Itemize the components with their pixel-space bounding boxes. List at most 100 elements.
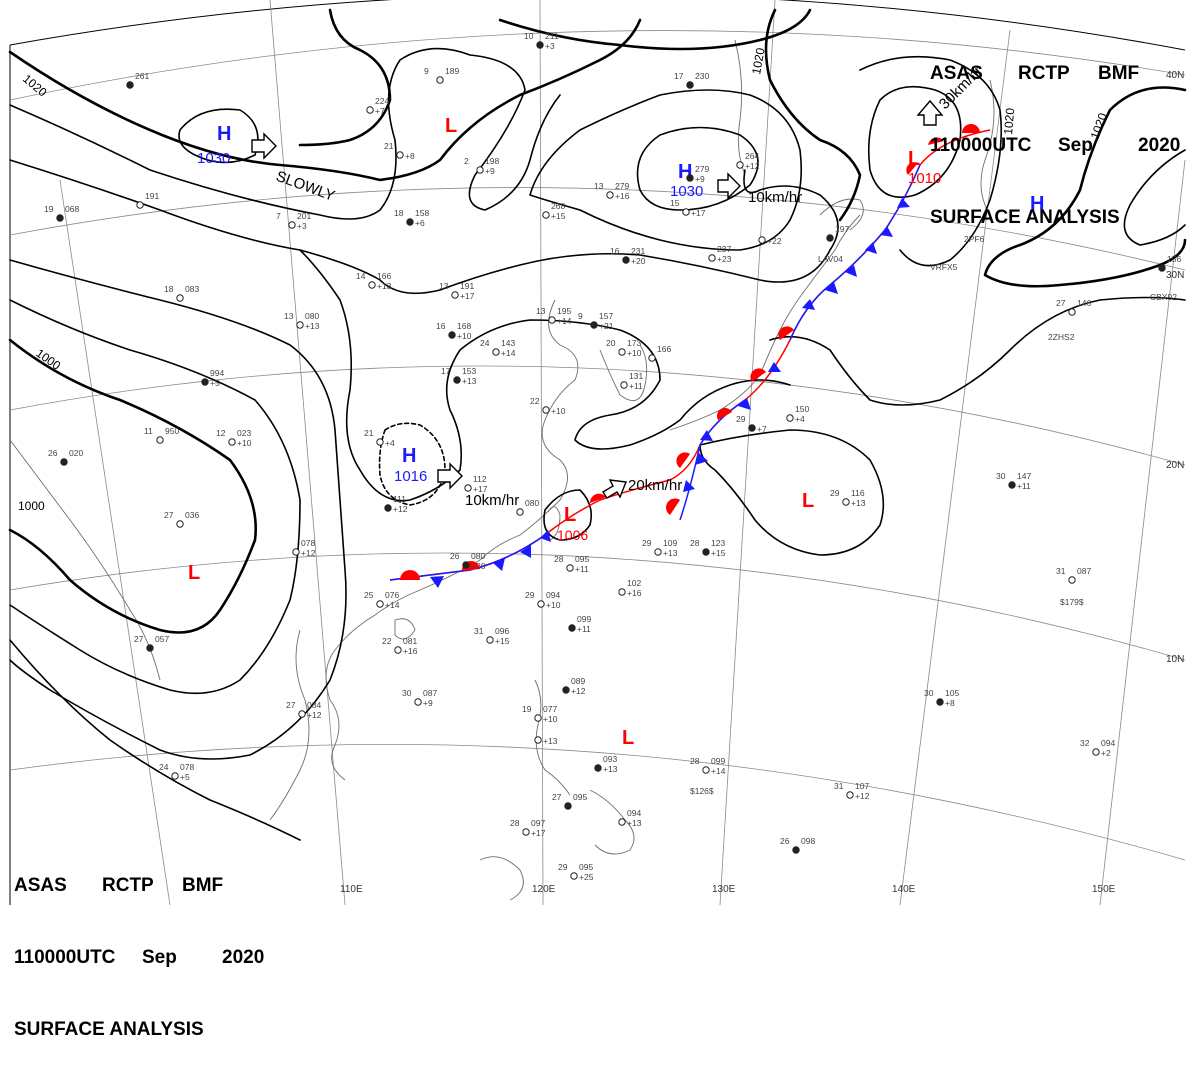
header-station: RCTP xyxy=(102,875,154,896)
station-circle-icon xyxy=(1158,264,1166,272)
isobar xyxy=(867,85,962,199)
station-temperature: 27 xyxy=(286,700,296,710)
station-plot: 099+11 xyxy=(568,614,591,634)
parallel-20n xyxy=(9,365,1186,466)
station-tendency: +9 xyxy=(423,698,433,708)
high-center-value: 1016 xyxy=(394,468,427,485)
station-temperature: 12 xyxy=(216,428,226,438)
isobar-value: 1020 xyxy=(749,46,767,75)
station-plot: 166 xyxy=(648,344,671,362)
station-plot: 268+15 xyxy=(542,201,566,221)
station-temperature: 2 xyxy=(464,156,469,166)
station-pressure: 268 xyxy=(551,201,565,211)
isobar xyxy=(9,159,839,295)
header-source: ASAS xyxy=(14,875,67,896)
station-tendency: +10 xyxy=(546,600,561,610)
station-plot: 191 xyxy=(136,191,159,209)
station-plot: 29 109+13 xyxy=(642,538,678,558)
station-plot: 27 036 xyxy=(164,510,199,528)
station-pressure: 087 xyxy=(423,688,437,698)
station-circle-icon xyxy=(296,321,304,329)
station-tendency: +22 xyxy=(767,236,782,246)
low-center-label: L xyxy=(188,562,200,584)
high-center-label: H xyxy=(1030,193,1044,215)
chart-header-top: ASAS RCTP BMF 110000UTC Sep 2020 SURFACE ANA… xyxy=(930,14,1180,254)
isobar xyxy=(378,422,446,506)
ship-id: VRFX5 xyxy=(930,262,958,272)
station-circle-icon xyxy=(464,484,472,492)
station-circle-icon xyxy=(682,208,690,216)
station-circle-icon xyxy=(176,294,184,302)
station-temperature: 18 xyxy=(164,284,174,294)
isobar xyxy=(1123,149,1186,246)
header-year: 2020 xyxy=(222,947,265,968)
coast-korea xyxy=(599,344,648,402)
station-plot: 17 153+13 xyxy=(441,366,477,386)
station-plot: 261 xyxy=(126,71,149,89)
station-plot: 30 087+9 xyxy=(402,688,437,708)
station-tendency: +10 xyxy=(457,331,472,341)
station-circle-icon xyxy=(228,438,236,446)
station-tendency: +17 xyxy=(473,484,488,494)
station-tendency: +20 xyxy=(631,256,646,266)
station-circle-icon xyxy=(846,791,854,799)
station-tendency: +11 xyxy=(629,381,643,391)
station-circle-icon xyxy=(542,406,550,414)
header-time: 110000UTC xyxy=(930,135,1032,156)
station-temperature: 31 xyxy=(474,626,484,636)
station-circle-icon xyxy=(708,254,716,262)
motion-arrow-icon xyxy=(437,462,463,490)
station-temperature: 7 xyxy=(276,211,281,221)
station-circle-icon xyxy=(534,714,542,722)
station-plot: 16 168+10 xyxy=(436,321,472,341)
coast-sakhalin xyxy=(734,39,746,176)
station-tendency: +10 xyxy=(543,714,558,724)
station-plot: 264+12 xyxy=(736,151,760,171)
isobar-value: 1020 xyxy=(1001,107,1017,135)
header-code: BMF xyxy=(182,875,224,896)
station-pressure: 166 xyxy=(377,271,391,281)
station-plot: 27 146 xyxy=(1056,298,1091,316)
station-tendency: +20 xyxy=(471,561,486,571)
station-plot: 30 105+8 xyxy=(924,688,959,708)
station-temperature: 19 xyxy=(522,704,532,714)
station-circle-icon xyxy=(686,81,694,89)
station-pressure: 078 xyxy=(301,538,315,548)
station-pressure: 153 xyxy=(462,366,476,376)
coast-philippines-south xyxy=(589,789,635,855)
station-tendency: +25 xyxy=(579,872,594,882)
station-circle-icon xyxy=(786,414,794,422)
station-plot: 31 087 xyxy=(1056,566,1091,584)
station-circle-icon xyxy=(936,698,944,706)
isobar xyxy=(498,8,812,51)
station-tendency: +10 xyxy=(627,348,642,358)
station-pressure: 094 xyxy=(546,590,560,600)
station-tendency: +12 xyxy=(307,710,322,720)
station-plot: 28 095+11 xyxy=(554,554,589,574)
motion-arrows xyxy=(251,99,944,499)
station-pressure: 080 xyxy=(471,551,485,561)
station-pressure: 020 xyxy=(69,448,83,458)
station-pressure: 201 xyxy=(297,211,311,221)
station-circle-icon xyxy=(594,764,602,772)
station-plot: 26 080+20 xyxy=(450,551,486,571)
station-circle-icon xyxy=(298,710,306,718)
header-station: RCTP xyxy=(1018,63,1070,84)
station-pressure: 279 xyxy=(695,164,709,174)
station-pressure: 093 xyxy=(603,754,617,764)
station-pressure: 191 xyxy=(145,191,159,201)
station-plot: 28 099+14 xyxy=(690,756,726,776)
station-tendency: +7 xyxy=(757,424,767,434)
station-temperature: 30 xyxy=(924,688,934,698)
low-center-label: L xyxy=(564,504,576,526)
isobar xyxy=(178,108,259,164)
station-circle-icon xyxy=(590,321,598,329)
station-pressure: 189 xyxy=(445,66,459,76)
header-title: SURFACE ANALYSIS xyxy=(930,207,1120,228)
coastlines xyxy=(9,39,995,901)
station-pressure: 098 xyxy=(801,836,815,846)
meridian-130e xyxy=(719,0,776,906)
station-tendency: +15 xyxy=(711,548,726,558)
station-temperature: 27 xyxy=(134,634,144,644)
station-temperature: 13 xyxy=(536,306,546,316)
